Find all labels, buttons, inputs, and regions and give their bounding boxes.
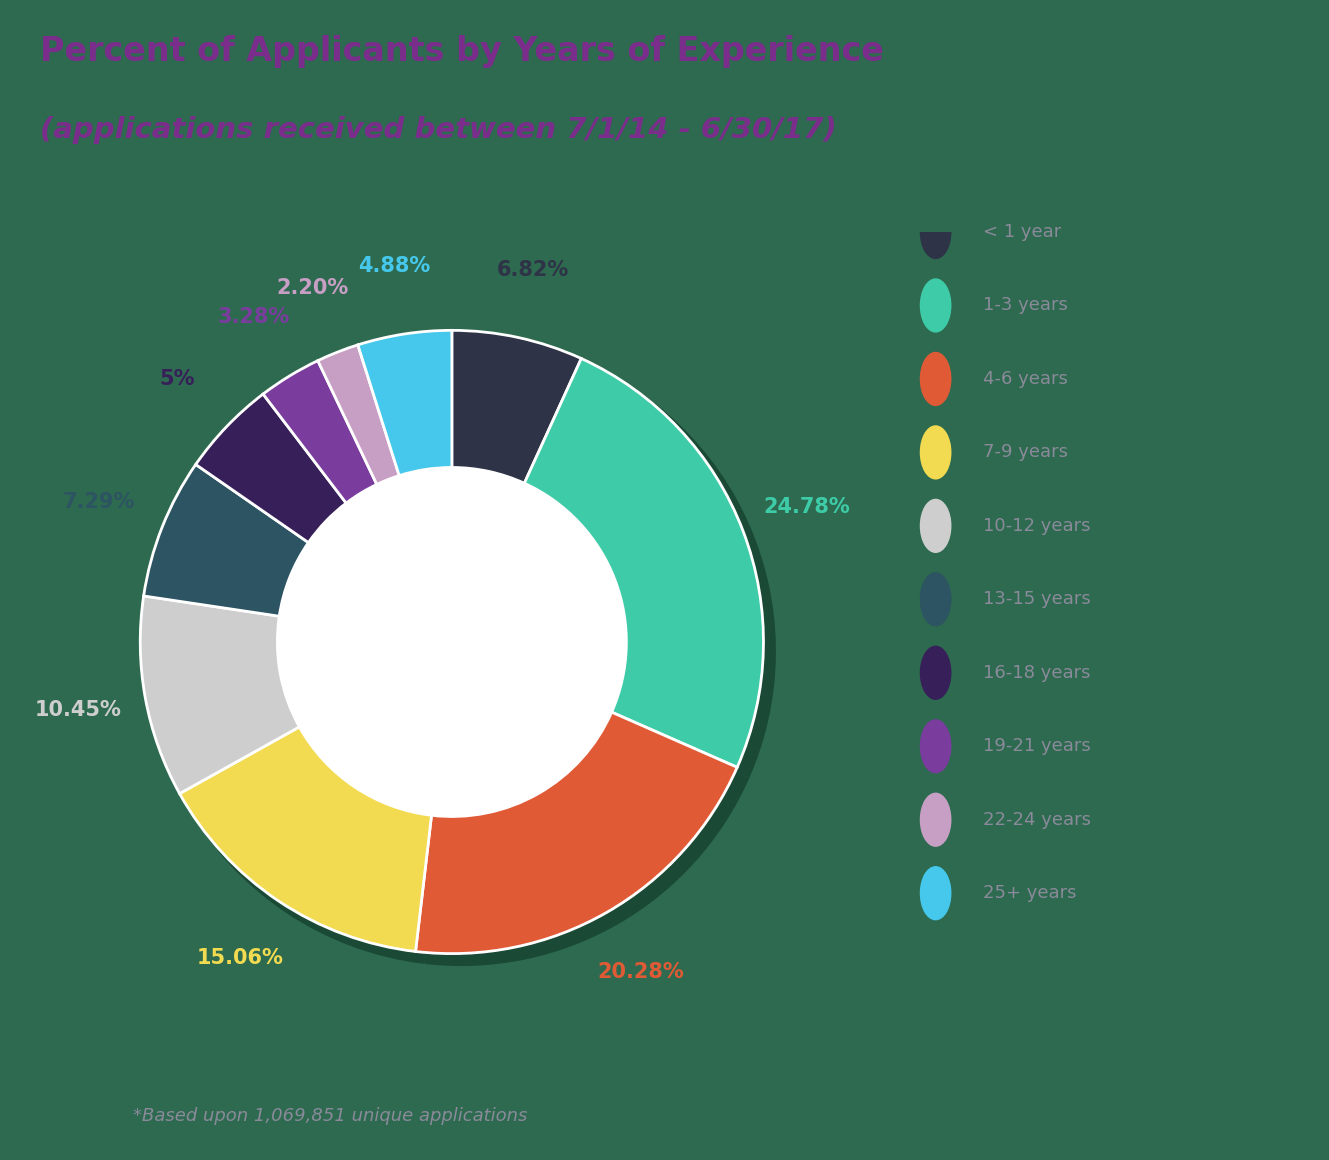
Text: Percent of Applicants by Years of Experience: Percent of Applicants by Years of Experi… [40, 35, 884, 67]
Wedge shape [326, 351, 408, 491]
Wedge shape [271, 368, 385, 510]
Wedge shape [141, 596, 299, 793]
Wedge shape [263, 361, 377, 503]
Circle shape [921, 793, 950, 846]
Wedge shape [424, 723, 750, 966]
Text: 1-3 years: 1-3 years [983, 297, 1069, 314]
Wedge shape [150, 472, 315, 625]
Text: 16-18 years: 16-18 years [983, 664, 1091, 682]
Wedge shape [461, 336, 591, 490]
Text: (applications received between 7/1/14 - 6/30/17): (applications received between 7/1/14 - … [40, 116, 836, 144]
Circle shape [921, 353, 950, 405]
Text: 24.78%: 24.78% [764, 496, 851, 516]
Wedge shape [202, 401, 354, 550]
Text: 4-6 years: 4-6 years [983, 370, 1069, 387]
Wedge shape [452, 331, 581, 484]
Text: 10-12 years: 10-12 years [983, 517, 1091, 535]
Wedge shape [367, 336, 461, 483]
Text: 22-24 years: 22-24 years [983, 811, 1091, 828]
Wedge shape [146, 604, 306, 805]
Text: 13-15 years: 13-15 years [983, 590, 1091, 608]
Text: 5%: 5% [159, 369, 195, 390]
Wedge shape [525, 358, 763, 767]
Text: 7-9 years: 7-9 years [983, 443, 1069, 462]
Circle shape [278, 467, 626, 817]
Text: 20.28%: 20.28% [598, 962, 684, 981]
Circle shape [921, 720, 950, 773]
Wedge shape [416, 712, 738, 954]
Text: 4.88%: 4.88% [358, 256, 431, 276]
Circle shape [921, 646, 950, 699]
Text: < 1 year: < 1 year [983, 223, 1062, 241]
Circle shape [921, 205, 950, 259]
Circle shape [921, 280, 950, 332]
Wedge shape [179, 727, 432, 951]
Text: 10.45%: 10.45% [35, 699, 121, 720]
Circle shape [921, 426, 950, 479]
Text: 3.28%: 3.28% [218, 307, 290, 327]
Circle shape [921, 573, 950, 625]
Circle shape [921, 867, 950, 920]
Text: *Based upon 1,069,851 unique applications: *Based upon 1,069,851 unique application… [133, 1107, 528, 1125]
Circle shape [921, 500, 950, 552]
Wedge shape [186, 738, 440, 964]
Text: 15.06%: 15.06% [197, 948, 284, 967]
Text: 2.20%: 2.20% [276, 278, 348, 298]
Wedge shape [358, 331, 452, 476]
Text: 19-21 years: 19-21 years [983, 738, 1091, 755]
Wedge shape [318, 345, 399, 485]
Text: 6.82%: 6.82% [497, 261, 569, 281]
Wedge shape [195, 394, 346, 543]
Text: 7.29%: 7.29% [62, 492, 134, 512]
Wedge shape [144, 464, 308, 616]
Wedge shape [536, 365, 776, 778]
Text: 25+ years: 25+ years [983, 884, 1076, 902]
